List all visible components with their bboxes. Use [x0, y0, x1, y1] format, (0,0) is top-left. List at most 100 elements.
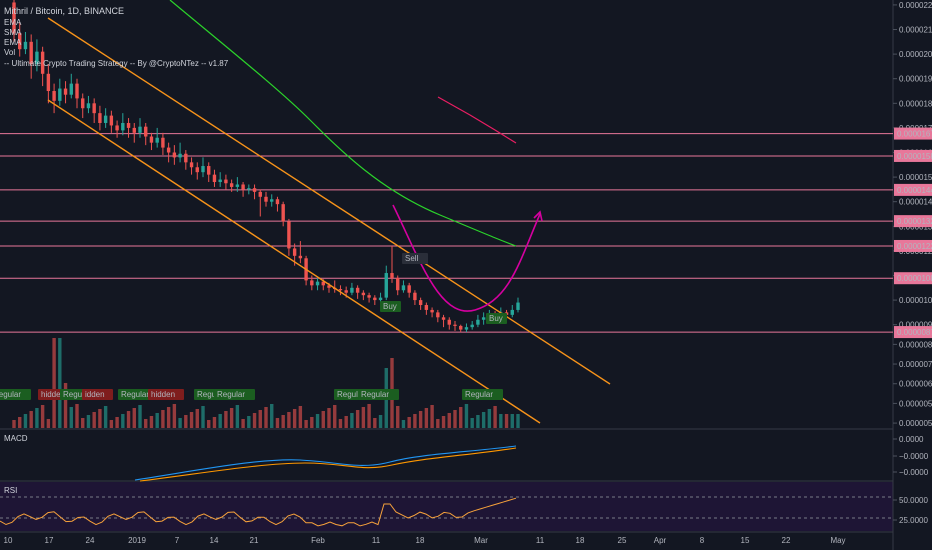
volume-bar: [298, 406, 303, 428]
candle-body: [441, 317, 446, 320]
cup-curve: [392, 204, 541, 312]
x-tick-label: 7: [175, 536, 180, 545]
volume-bar: [470, 418, 474, 428]
candle-body: [98, 113, 102, 123]
volume-bar: [98, 409, 102, 428]
volume-bar: [184, 415, 188, 428]
indicator-ema-1[interactable]: EMA: [4, 18, 22, 27]
volume-bar: [212, 417, 217, 428]
candle-body: [298, 255, 303, 259]
level-tag: [894, 239, 932, 252]
volume-bar: [327, 408, 331, 428]
candle-body: [23, 41, 28, 50]
macd-tick-label: −0.0000: [899, 468, 929, 477]
y-tick-label: 0.00002200: [899, 1, 932, 10]
candle-body: [287, 221, 291, 249]
volume-bar: [481, 412, 486, 428]
y-tick-label: 0.00001900: [899, 75, 932, 84]
y-tick-label: 0.00000580: [899, 399, 932, 408]
level-tag-label: 0.00000870: [897, 328, 932, 337]
candle-body: [161, 137, 165, 148]
volume-signal-label: Regular: [217, 390, 245, 399]
volume-bar: [333, 405, 337, 428]
volume-bar: [247, 416, 251, 428]
volume-signal-label: hidden: [41, 390, 65, 399]
candle-body: [201, 166, 205, 173]
level-tag-label: 0.00001089: [897, 274, 932, 283]
candle-body: [207, 166, 211, 175]
candle-body: [281, 204, 285, 222]
volume-bar: [138, 405, 142, 428]
candle-body: [18, 33, 22, 50]
macd-pane-title[interactable]: MACD: [4, 434, 28, 443]
candle-body: [109, 115, 114, 126]
y-tick-label: 0.00002100: [899, 26, 932, 35]
candle-body: [103, 115, 108, 123]
candle-body: [81, 98, 85, 109]
volume-bar: [35, 408, 39, 428]
candle-body: [166, 147, 171, 153]
candle-body: [264, 196, 268, 202]
volume-bar: [224, 411, 228, 428]
volume-bar: [424, 408, 429, 428]
volume-bar: [166, 407, 171, 428]
candle-body: [390, 273, 394, 278]
candle-body: [275, 199, 280, 205]
ma-green: [169, 0, 517, 247]
volume-bar: [504, 414, 509, 428]
volume-bar: [40, 405, 45, 428]
volume-bar: [115, 417, 119, 428]
macd-tick-label: 0.0000: [899, 435, 924, 444]
volume-bar: [252, 413, 257, 428]
candle-body: [46, 73, 51, 92]
volume-bar: [516, 414, 520, 428]
indicator-strategy[interactable]: -- Ultimate Crypto Trading Strategy -- B…: [4, 59, 229, 68]
candle-body: [92, 103, 96, 114]
candle-body: [384, 273, 388, 298]
x-tick-label: 8: [700, 536, 705, 545]
y-tick-label: 0.00000500: [899, 419, 932, 428]
candle-body: [241, 184, 245, 190]
volume-bar: [161, 410, 165, 428]
x-tick-label: Apr: [654, 536, 667, 545]
candle-body: [430, 309, 434, 313]
buy-label: Buy: [383, 302, 397, 311]
y-tick-label: 0.00001400: [899, 198, 932, 207]
level-tag: [894, 183, 932, 196]
volume-signal-label-box: [82, 389, 113, 400]
rsi-tick-label: 50.0000: [899, 496, 928, 505]
candle-body: [321, 281, 325, 286]
indicator-ema-2[interactable]: EMA: [4, 38, 22, 47]
candle-body: [436, 312, 440, 318]
indicator-sma[interactable]: SMA: [4, 28, 22, 37]
volume-bar: [46, 419, 51, 428]
volume-signal-label-box: [0, 389, 31, 400]
candle-body: [270, 199, 274, 202]
candle-body: [195, 167, 199, 173]
level-tag-label: 0.00001220: [897, 242, 932, 251]
candle-body: [516, 302, 520, 310]
volume-bar: [367, 404, 371, 428]
x-tick-label: 25: [618, 536, 627, 545]
y-tick-label: 0.00000660: [899, 380, 932, 389]
volume-bar: [487, 409, 492, 428]
y-tick-label: 0.00000900: [899, 321, 932, 330]
candle-body: [144, 126, 148, 137]
candle-body: [224, 179, 228, 184]
volume-bar: [338, 419, 343, 428]
channel-lower: [47, 99, 541, 424]
x-tick-label: 11: [536, 536, 545, 545]
volume-bar: [304, 420, 308, 428]
rsi-pane-title[interactable]: RSI: [4, 486, 18, 495]
y-tick-label: 0.00001000: [899, 296, 932, 305]
rsi-line: [0, 497, 517, 527]
volume-signal-label-box: [214, 389, 255, 400]
candle-body: [121, 122, 125, 131]
volume-bar: [350, 413, 354, 428]
candle-body: [310, 280, 314, 286]
indicator-vol[interactable]: Vol: [4, 48, 16, 57]
volume-bar: [464, 404, 469, 428]
symbol-title[interactable]: Mithril / Bitcoin, 1D, BINANCE: [4, 6, 125, 16]
volume-bar: [355, 410, 360, 428]
